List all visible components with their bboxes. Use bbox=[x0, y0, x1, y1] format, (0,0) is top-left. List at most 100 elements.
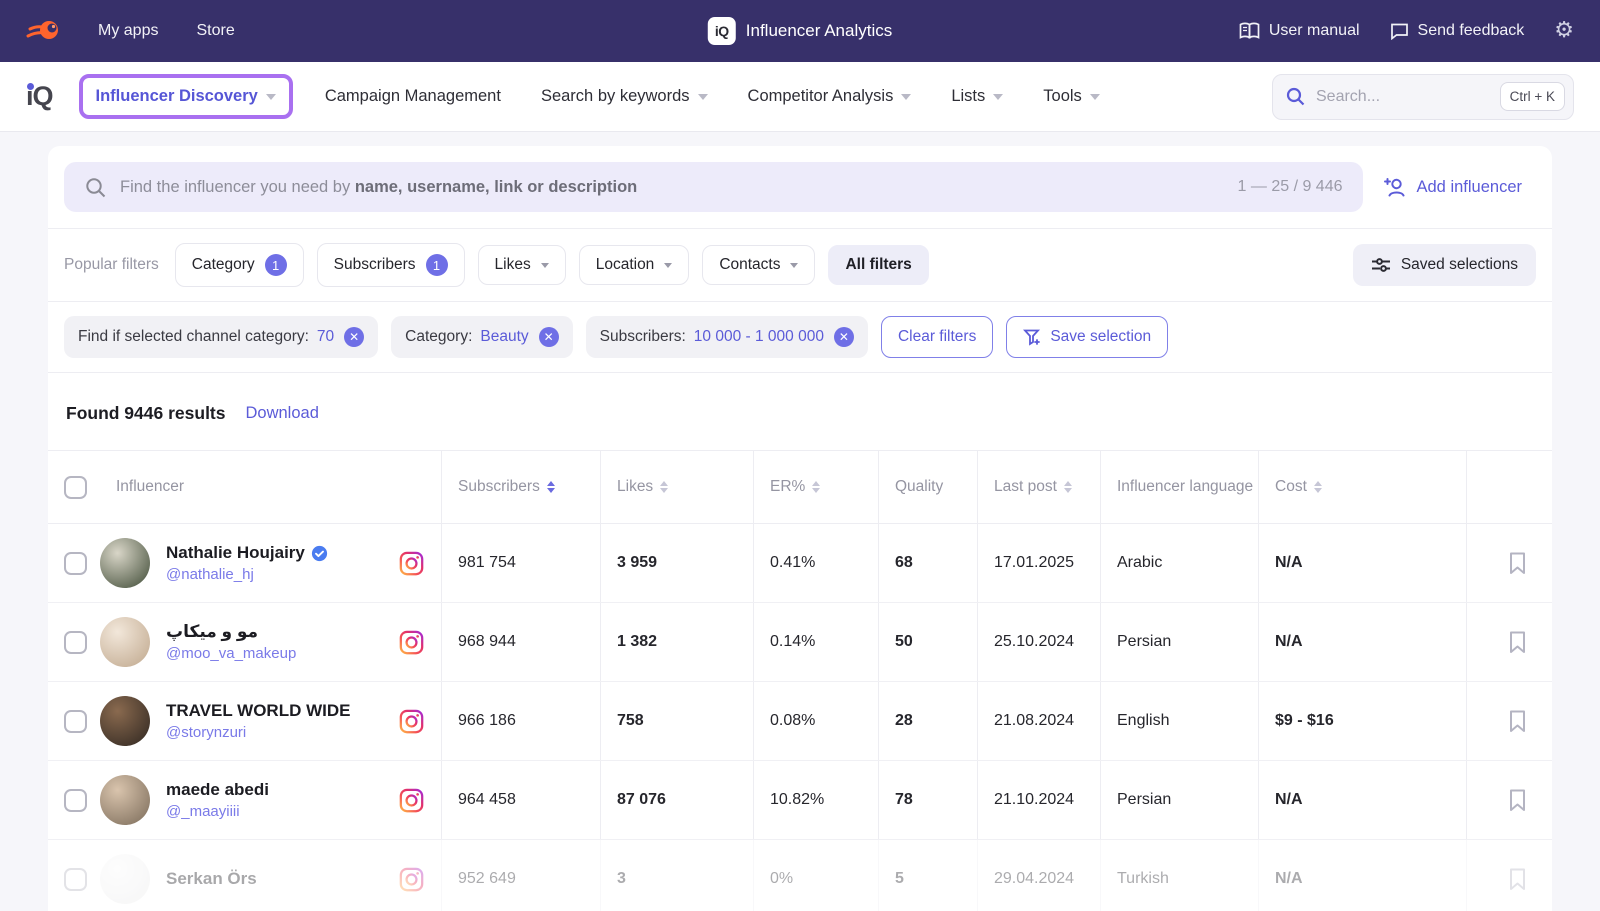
saved-selections-button[interactable]: Saved selections bbox=[1352, 244, 1536, 286]
nav-item-campaign-management[interactable]: Campaign Management bbox=[324, 87, 501, 105]
column-header-er-[interactable]: ER% bbox=[753, 451, 878, 523]
influencer-handle-link[interactable]: @moo_va_makeup bbox=[166, 645, 297, 662]
download-link[interactable]: Download bbox=[245, 404, 319, 422]
search-icon bbox=[84, 176, 107, 199]
topbar-item-store[interactable]: Store bbox=[196, 22, 235, 39]
quality-cell: 68 bbox=[878, 524, 977, 602]
table-header: Influencer Subscribers Likes ER% Quality… bbox=[48, 450, 1552, 524]
filter-pill-subscribers[interactable]: Subscribers 1 bbox=[316, 243, 465, 287]
influencer-handle-link[interactable]: @storynzuri bbox=[166, 724, 247, 741]
divider bbox=[48, 228, 1552, 229]
influencer-handle-link[interactable]: @_maayiiii bbox=[166, 803, 240, 820]
clear-filters-button[interactable]: Clear filters bbox=[880, 316, 994, 358]
avatar bbox=[100, 854, 150, 904]
bookmark-icon[interactable] bbox=[1466, 682, 1552, 760]
filter-pill-contacts[interactable]: Contacts bbox=[702, 245, 816, 285]
user-manual-link[interactable]: User manual bbox=[1239, 22, 1360, 40]
bookmark-icon[interactable] bbox=[1466, 840, 1552, 911]
instagram-icon[interactable] bbox=[398, 866, 425, 893]
quality-cell: 50 bbox=[878, 603, 977, 681]
book-icon bbox=[1239, 22, 1260, 40]
results-range: 1 — 25 / 9 446 bbox=[1237, 178, 1343, 195]
save-selection-button[interactable]: Save selection bbox=[1006, 316, 1169, 358]
divider bbox=[48, 372, 1552, 373]
remove-filter-icon[interactable]: ✕ bbox=[833, 327, 854, 347]
active-filter-chip: Category: Beauty ✕ bbox=[391, 316, 573, 358]
nav-item-search-by-keywords[interactable]: Search by keywords bbox=[525, 75, 724, 118]
remove-filter-icon[interactable]: ✕ bbox=[344, 327, 365, 347]
add-influencer-button[interactable]: Add influencer bbox=[1381, 176, 1537, 198]
select-all-checkbox[interactable] bbox=[64, 475, 87, 499]
language-cell: Arabic bbox=[1100, 524, 1258, 602]
active-filters-bar: Find if selected channel category: 70 ✕ … bbox=[48, 302, 1552, 372]
influencer-handle-link[interactable]: @nathalie_hj bbox=[166, 566, 254, 583]
er-cell: 0.08% bbox=[753, 682, 878, 760]
chevron-down-icon bbox=[790, 262, 799, 268]
add-person-icon bbox=[1383, 176, 1408, 198]
results-card: Find the influencer you need by name, us… bbox=[48, 146, 1552, 911]
row-checkbox[interactable] bbox=[64, 551, 87, 575]
influencer-cell[interactable]: Serkan Örs bbox=[100, 840, 441, 911]
subscribers-cell: 952 649 bbox=[441, 840, 600, 911]
column-header-likes[interactable]: Likes bbox=[600, 451, 753, 523]
subscribers-cell: 968 944 bbox=[441, 603, 600, 681]
row-checkbox[interactable] bbox=[64, 867, 87, 891]
nav-items: Influencer Discovery Campaign Management… bbox=[78, 74, 1116, 119]
remove-filter-icon[interactable]: ✕ bbox=[538, 327, 559, 347]
influencer-cell[interactable]: Nathalie Houjairy @nathalie_hj bbox=[100, 524, 441, 602]
last-post-cell: 29.04.2024 bbox=[977, 840, 1100, 911]
bookmark-icon[interactable] bbox=[1466, 761, 1552, 839]
filter-pills: Category 1 Subscribers 1 Likes Location … bbox=[174, 243, 816, 287]
subscribers-cell: 981 754 bbox=[441, 524, 600, 602]
bookmark-icon[interactable] bbox=[1466, 603, 1552, 681]
sort-icon bbox=[1063, 481, 1072, 493]
influencer-cell[interactable]: مو و ميكاپ @moo_va_makeup bbox=[100, 603, 441, 681]
instagram-icon[interactable] bbox=[398, 550, 425, 577]
nav-item-competitor-analysis[interactable]: Competitor Analysis bbox=[732, 75, 928, 118]
nav-item-lists[interactable]: Lists bbox=[935, 75, 1019, 118]
filter-pill-category[interactable]: Category 1 bbox=[174, 243, 304, 287]
topbar-item-my-apps[interactable]: My apps bbox=[98, 22, 159, 39]
instagram-icon[interactable] bbox=[398, 629, 425, 656]
global-search-input[interactable]: Search... Ctrl + K bbox=[1272, 73, 1574, 120]
row-checkbox[interactable] bbox=[64, 709, 87, 733]
instagram-icon[interactable] bbox=[398, 708, 425, 735]
instagram-icon[interactable] bbox=[398, 787, 425, 814]
last-post-cell: 25.10.2024 bbox=[977, 603, 1100, 681]
filter-pill-location[interactable]: Location bbox=[578, 245, 690, 285]
chevron-down-icon bbox=[901, 93, 912, 100]
all-filters-button[interactable]: All filters bbox=[828, 245, 929, 285]
avatar bbox=[100, 775, 150, 825]
send-feedback-link[interactable]: Send feedback bbox=[1390, 22, 1524, 40]
influencer-search-input[interactable]: Find the influencer you need by name, us… bbox=[64, 162, 1363, 212]
er-cell: 0.14% bbox=[753, 603, 878, 681]
search-placeholder: Search... bbox=[1316, 87, 1381, 105]
column-header-last-post[interactable]: Last post bbox=[977, 451, 1100, 523]
filter-pill-likes[interactable]: Likes bbox=[477, 245, 566, 285]
column-header-quality[interactable]: Quality bbox=[878, 451, 977, 523]
bookmark-icon[interactable] bbox=[1466, 524, 1552, 602]
influencer-cell[interactable]: maede abedi @_maayiiii bbox=[100, 761, 441, 839]
cost-cell: N/A bbox=[1258, 603, 1466, 681]
settings-gear-icon[interactable]: ⚙ bbox=[1554, 18, 1574, 43]
iq-logo: ıQ bbox=[26, 81, 53, 111]
influencer-cell[interactable]: TRAVEL WORLD WIDE @storynzuri bbox=[100, 682, 441, 760]
finder-placeholder: Find the influencer you need by name, us… bbox=[120, 177, 638, 196]
last-post-cell: 21.10.2024 bbox=[977, 761, 1100, 839]
nav-item-tools[interactable]: Tools bbox=[1027, 75, 1116, 118]
product-nav: ıQ Influencer Discovery Campaign Managem… bbox=[0, 62, 1600, 132]
sort-icon bbox=[1313, 481, 1322, 493]
row-checkbox[interactable] bbox=[64, 630, 87, 654]
filter-count-badge: 1 bbox=[425, 254, 448, 276]
column-header-influencer-language[interactable]: Influencer language bbox=[1100, 451, 1258, 523]
nav-item-influencer-discovery[interactable]: Influencer Discovery bbox=[78, 74, 293, 119]
column-header-influencer[interactable]: Influencer bbox=[116, 478, 185, 495]
table-row: Nathalie Houjairy @nathalie_hj bbox=[48, 524, 1552, 603]
table-row: TRAVEL WORLD WIDE @storynzuri 966 186 75… bbox=[48, 682, 1552, 761]
chevron-down-icon bbox=[697, 93, 708, 100]
row-checkbox[interactable] bbox=[64, 788, 87, 812]
column-header-subscribers[interactable]: Subscribers bbox=[441, 451, 600, 523]
avatar bbox=[100, 696, 150, 746]
column-header-cost[interactable]: Cost bbox=[1258, 451, 1466, 523]
semrush-logo-icon[interactable] bbox=[26, 16, 60, 46]
